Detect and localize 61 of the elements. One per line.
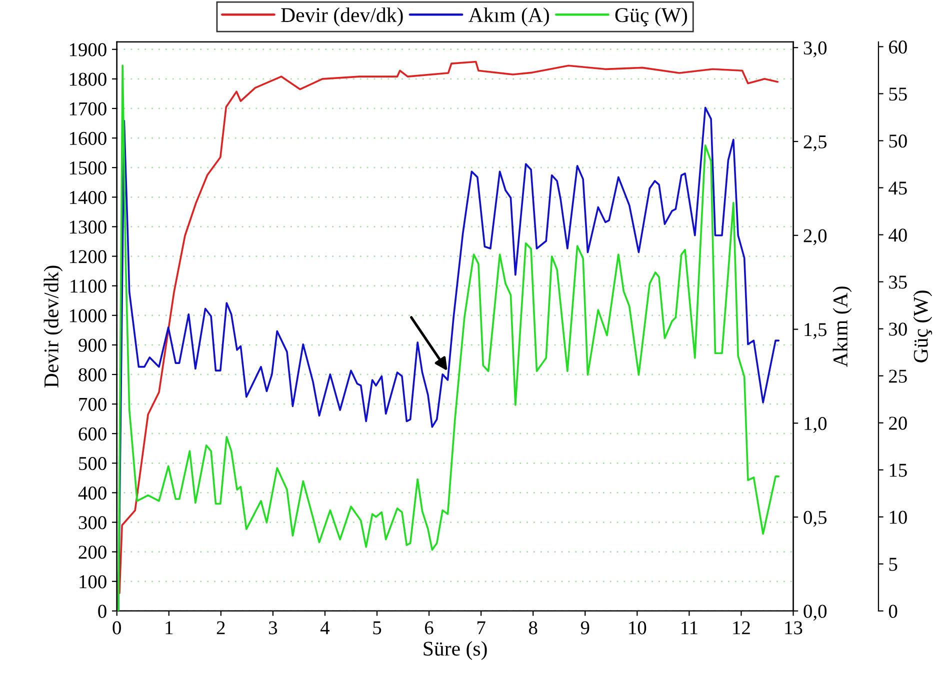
y-tick-label: 1600 bbox=[70, 132, 106, 145]
x-tick-label: 9 bbox=[580, 621, 590, 634]
x-tick-label: 11 bbox=[682, 621, 698, 634]
y3-tick-label: 25 bbox=[889, 370, 907, 383]
y2-tick-label: 2,0 bbox=[804, 229, 827, 246]
y3-tick-label: 35 bbox=[889, 276, 907, 289]
y-tick-label: 500 bbox=[79, 456, 106, 470]
x-tick-label: 5 bbox=[373, 621, 382, 634]
y2-tick-label: 0,5 bbox=[804, 510, 827, 527]
y-tick-label: 600 bbox=[78, 427, 106, 441]
y3-tick-label: 55 bbox=[889, 88, 907, 101]
y3-axis-title: Güç (W) bbox=[913, 290, 932, 362]
y3-tick-label: 60 bbox=[889, 40, 907, 54]
y2-tick-label: 1,0 bbox=[804, 416, 827, 433]
y3-tick-label: 15 bbox=[890, 464, 907, 477]
x-tick-label: 0 bbox=[112, 621, 121, 634]
y3-tick-label: 10 bbox=[890, 510, 907, 524]
y-tick-label: 700 bbox=[79, 398, 106, 411]
legend-label: Devir (dev/dk) bbox=[281, 7, 403, 26]
y-tick-label: 1400 bbox=[70, 190, 106, 204]
y-tick-label: 300 bbox=[78, 516, 106, 530]
y3-tick-label: 50 bbox=[889, 134, 907, 148]
x-tick-label: 12 bbox=[733, 621, 750, 634]
x-axis-title: Süre (s) bbox=[424, 641, 487, 660]
x-tick-label: 13 bbox=[785, 621, 802, 634]
y-axis-title: Devir (dev/dk) bbox=[44, 266, 63, 388]
y-tick-label: 1000 bbox=[70, 309, 106, 322]
y2-tick-label: 1,5 bbox=[804, 323, 827, 340]
y2-tick-label: 3,0 bbox=[804, 41, 827, 58]
y-tick-label: 100 bbox=[80, 575, 106, 588]
y2-tick-label: 2,5 bbox=[804, 135, 827, 152]
y-tick-label: 1700 bbox=[70, 102, 106, 116]
y3-tick-label: 45 bbox=[888, 182, 907, 195]
y3-tick-label: 5 bbox=[889, 558, 898, 571]
y-tick-label: 1300 bbox=[70, 220, 106, 234]
y2-axis-title: Akım (A) bbox=[832, 286, 852, 368]
x-tick-label: 3 bbox=[269, 621, 278, 634]
y-tick-label: 0 bbox=[98, 604, 106, 618]
y-tick-label: 1100 bbox=[70, 280, 106, 293]
x-tick-label: 10 bbox=[629, 621, 646, 634]
y3-tick-label: 0 bbox=[888, 604, 898, 618]
y-tick-label: 400 bbox=[78, 486, 106, 500]
x-tick-label: 7 bbox=[477, 621, 486, 634]
y-tick-label: 1200 bbox=[70, 250, 106, 264]
y3-tick-label: 40 bbox=[888, 228, 907, 242]
y-tick-label: 800 bbox=[78, 368, 106, 382]
y-tick-label: 900 bbox=[78, 338, 106, 352]
y2-tick-label: 0,0 bbox=[804, 604, 827, 621]
x-tick-label: 2 bbox=[216, 621, 225, 634]
y-tick-label: 1900 bbox=[70, 43, 106, 56]
legend-label: Akım (A) bbox=[468, 7, 549, 26]
legend-label: Güç (W) bbox=[615, 7, 688, 26]
y-tick-label: 1500 bbox=[70, 161, 106, 175]
y-tick-label: 1800 bbox=[70, 72, 106, 86]
x-tick-label: 6 bbox=[425, 621, 434, 634]
x-tick-label: 4 bbox=[320, 621, 330, 634]
y3-tick-label: 30 bbox=[889, 322, 907, 336]
x-tick-label: 8 bbox=[528, 621, 538, 634]
x-tick-label: 1 bbox=[166, 621, 173, 634]
y-tick-label: 200 bbox=[78, 546, 106, 559]
y3-tick-label: 20 bbox=[889, 416, 907, 430]
